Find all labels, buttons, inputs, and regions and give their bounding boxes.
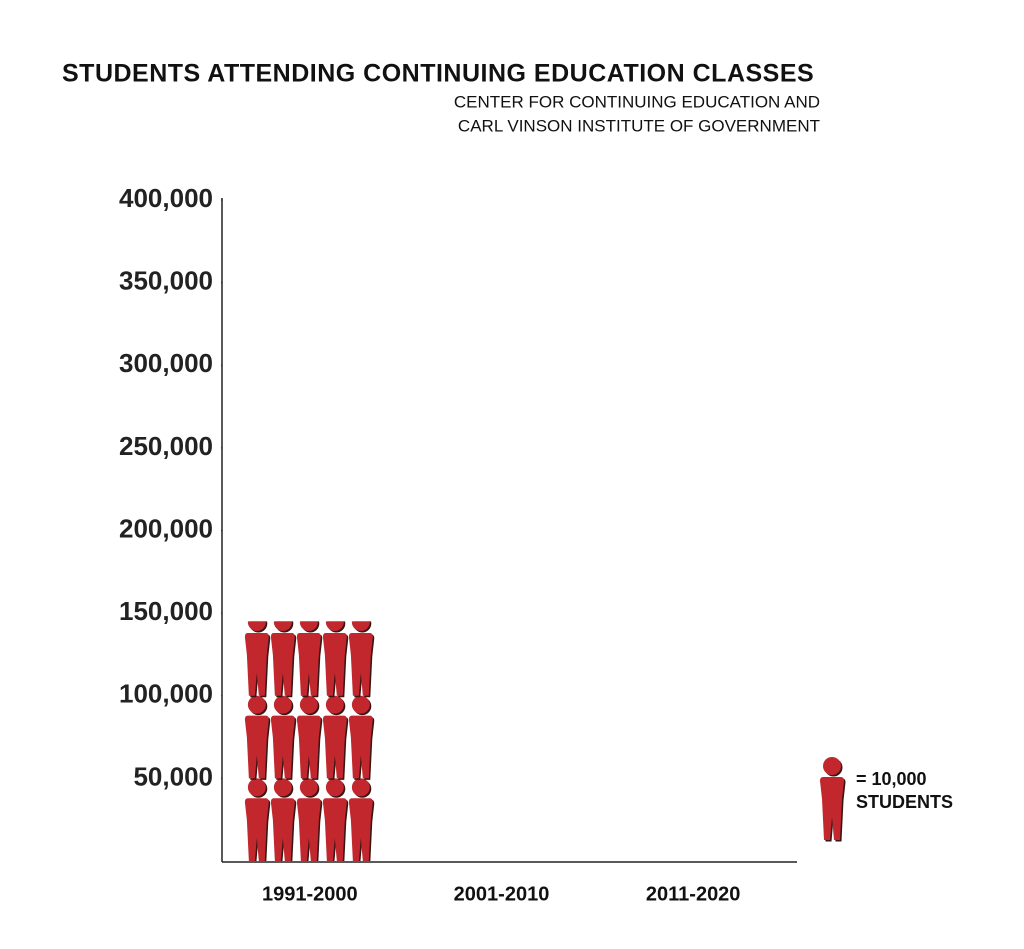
chart-title: STUDENTS ATTENDING CONTINUING EDUCATION … <box>62 60 814 88</box>
subtitle: CENTER FOR CONTINUING EDUCATION AND <box>454 92 820 111</box>
person-icon <box>348 778 375 862</box>
person-icon <box>322 778 349 862</box>
person-icon <box>270 695 297 780</box>
x-tick-label: 2011-2020 <box>646 883 741 905</box>
person-icon <box>348 695 375 780</box>
person-icon <box>296 621 323 698</box>
subtitle: CARL VINSON INSTITUTE OF GOVERNMENT <box>458 116 820 135</box>
person-icon <box>244 778 271 862</box>
y-tick-label: 50,000 <box>133 761 213 791</box>
legend-label: STUDENTS <box>856 792 953 812</box>
y-tick-label: 150,000 <box>119 596 213 626</box>
person-icon <box>244 695 271 780</box>
y-tick-label: 350,000 <box>119 266 213 296</box>
person-icon <box>348 621 375 698</box>
person-icon <box>244 621 271 698</box>
person-icon <box>270 621 297 698</box>
y-tick-label: 100,000 <box>119 679 213 709</box>
person-icon <box>296 778 323 862</box>
x-tick-label: 2001-2010 <box>454 883 550 905</box>
person-icon <box>322 695 349 780</box>
person-icon <box>296 695 323 780</box>
y-tick-label: 200,000 <box>119 513 213 543</box>
y-tick-label: 300,000 <box>119 348 213 378</box>
person-icon <box>270 778 297 862</box>
legend-label: = 10,000 <box>856 769 927 789</box>
legend-icon <box>820 757 846 842</box>
y-tick-label: 250,000 <box>119 431 213 461</box>
bar <box>244 621 375 862</box>
person-icon <box>322 621 349 698</box>
y-tick-label: 400,000 <box>119 183 213 213</box>
x-tick-label: 1991-2000 <box>262 883 358 905</box>
